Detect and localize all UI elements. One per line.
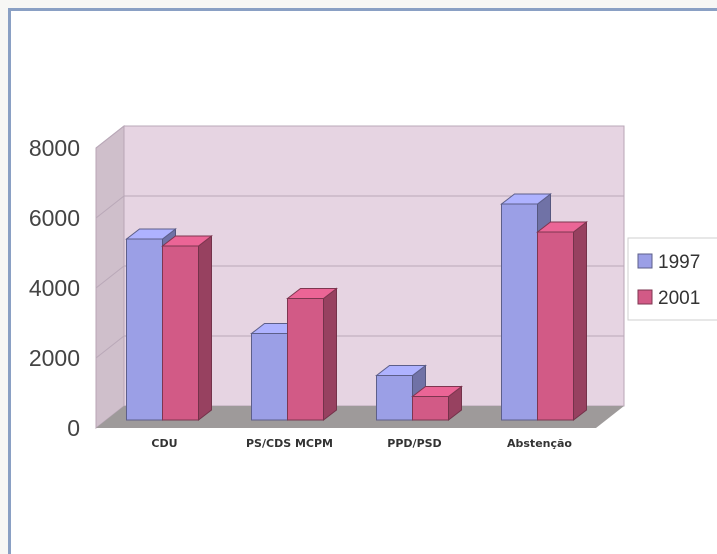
bar-2001-side	[573, 220, 587, 422]
bar-1997-front	[501, 203, 538, 421]
bar-2001-top	[161, 235, 213, 247]
gridlines	[95, 125, 624, 359]
bar-2001-side	[198, 234, 212, 422]
bars	[125, 192, 588, 422]
bar-1997-top	[125, 228, 177, 240]
bar-2001-front	[287, 298, 324, 421]
gridline	[95, 265, 624, 289]
y-tick-label: 8000	[29, 135, 80, 161]
gridline	[95, 195, 624, 219]
bar-2001-front	[537, 231, 574, 421]
legend-swatch-1997	[637, 253, 653, 269]
gridline	[95, 335, 624, 359]
bar-2001-top	[286, 288, 338, 299]
y-tick-label: 6000	[29, 205, 80, 231]
bar-2001-top	[411, 386, 463, 397]
bar-2001-side	[323, 287, 337, 422]
category-label: Abstenção	[507, 437, 572, 450]
category-label: CDU	[151, 437, 177, 450]
y-tick-label: 0	[67, 415, 80, 441]
floor-plane	[96, 406, 624, 428]
bar-1997-front	[126, 238, 163, 421]
bar-1997-front	[251, 333, 288, 421]
category-label: PPD/PSD	[387, 437, 441, 450]
y-axis-ticks: 0 2000 4000 6000 8000	[29, 135, 80, 441]
legend-box	[627, 237, 717, 321]
bar-2001-front	[162, 245, 199, 421]
chart-floor	[96, 406, 624, 428]
bar-2001-front	[412, 396, 449, 421]
bar-1997-front	[376, 375, 413, 421]
gridline	[95, 125, 624, 149]
category-labels: CDU PS/CDS MCPM PPD/PSD Abstenção	[151, 437, 572, 450]
bar-1997-top	[500, 193, 552, 205]
category-label: PS/CDS MCPM	[246, 437, 333, 450]
bar-2001-top	[536, 221, 588, 233]
legend-swatch-2001	[637, 289, 653, 305]
y-tick-label: 4000	[29, 275, 80, 301]
legend: 1997 2001	[627, 237, 717, 321]
bar-1997-top	[375, 365, 427, 376]
y-tick-label: 2000	[29, 345, 80, 371]
legend-label-2001: 2001	[658, 288, 700, 309]
legend-label-1997: 1997	[658, 252, 700, 273]
